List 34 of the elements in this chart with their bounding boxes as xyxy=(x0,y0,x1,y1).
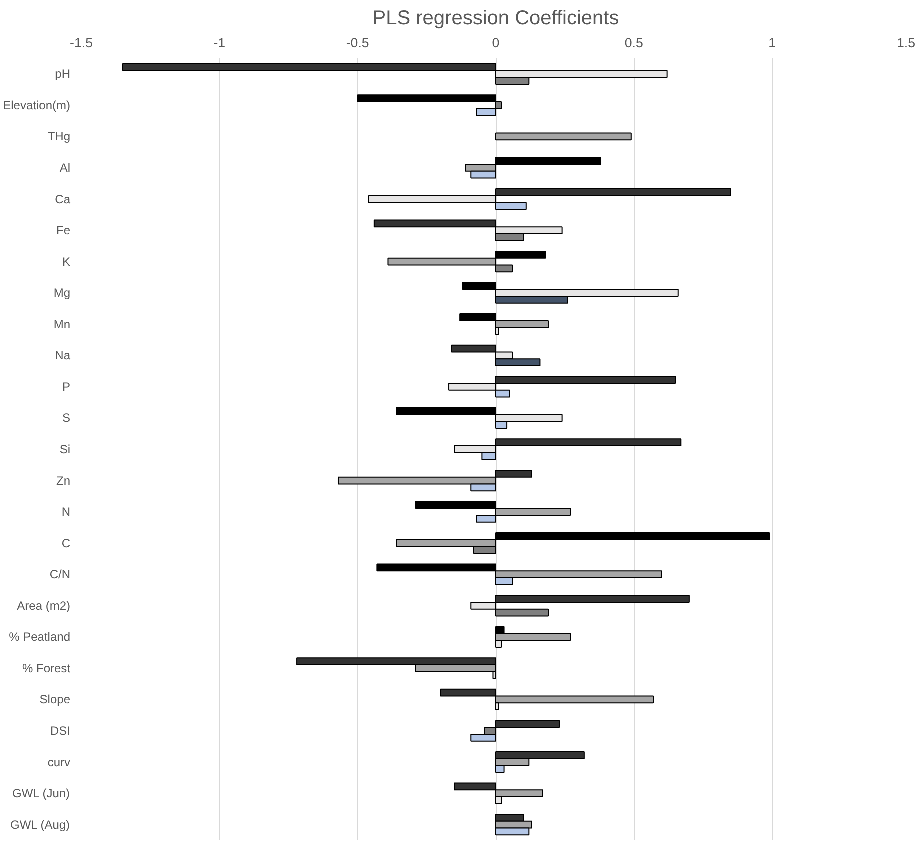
y-tick-label: % Peatland xyxy=(9,630,71,644)
y-tick-label: Elevation(m) xyxy=(3,98,71,112)
y-tick-label: DSI xyxy=(50,724,71,738)
x-tick-label: -1.5 xyxy=(70,36,93,50)
y-tick-label: Zn xyxy=(56,474,71,488)
x-tick-label: -1 xyxy=(214,36,226,50)
y-tick-label: GWL (Aug) xyxy=(10,818,70,832)
x-tick-label: 0.5 xyxy=(624,36,644,50)
y-tick-label: N xyxy=(62,505,71,520)
y-tick-label: P xyxy=(62,380,71,394)
y-tick-label: C/N xyxy=(50,568,71,582)
y-tick-label: S xyxy=(62,411,71,426)
y-tick-label: curv xyxy=(48,755,70,770)
y-tick-label: Slope xyxy=(40,692,71,707)
x-tick-label: 0 xyxy=(492,36,500,50)
y-tick-label: Mn xyxy=(54,317,70,332)
y-tick-label: Na xyxy=(55,348,71,363)
y-tick-label: Al xyxy=(60,160,70,175)
x-tick-label: 1.5 xyxy=(896,36,916,50)
y-tick-label: GWL (Jun) xyxy=(12,786,70,801)
y-tick-label: Mg xyxy=(54,286,70,300)
y-tick-label: THg xyxy=(48,130,70,144)
y-tick-label: Si xyxy=(60,442,70,456)
y-tick-label: % Forest xyxy=(22,661,72,676)
y-tick-label: pH xyxy=(55,67,71,82)
y-tick-label: K xyxy=(62,254,71,269)
y-tick-label: Fe xyxy=(56,224,71,238)
y-tick-label: C xyxy=(62,536,71,550)
bar xyxy=(496,132,632,141)
x-tick-label: -0.5 xyxy=(346,36,370,50)
chart-title: PLS regression Coefficients xyxy=(372,8,620,30)
x-tick-label: 1 xyxy=(768,36,776,50)
y-tick-label: Area (m2) xyxy=(17,598,71,613)
y-tick-label: Ca xyxy=(55,192,71,206)
